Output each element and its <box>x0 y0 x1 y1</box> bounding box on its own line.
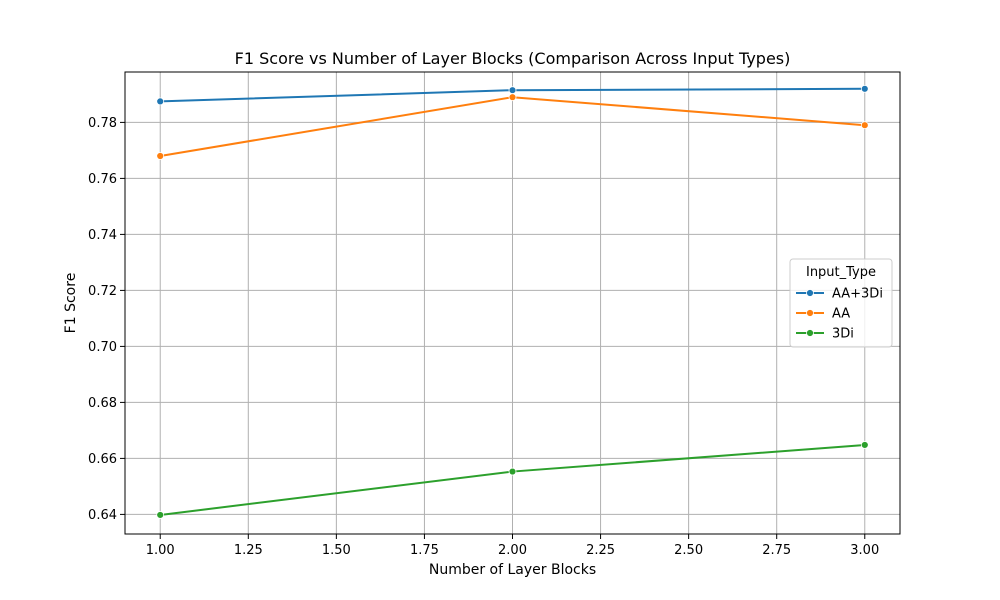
y-tick-label: 0.74 <box>88 228 117 243</box>
legend-marker-aa-3di <box>806 289 814 297</box>
data-point-3di <box>156 511 165 519</box>
legend-label-aa: AA <box>832 307 850 322</box>
data-point-aa-3di <box>860 84 869 93</box>
x-tick-label: 2.75 <box>762 543 791 558</box>
legend-marker-aa <box>806 309 814 317</box>
x-tick-label: 1.50 <box>322 543 351 558</box>
legend-items: AA+3Di AA 3Di <box>796 287 883 342</box>
chart-title: F1 Score vs Number of Layer Blocks (Comp… <box>235 49 791 68</box>
x-tick-label: 2.00 <box>498 543 527 558</box>
data-point-3di <box>860 441 869 449</box>
legend-label-aa-3di: AA+3Di <box>832 287 883 302</box>
y-tick-label: 0.76 <box>88 172 117 187</box>
x-tick-label: 1.75 <box>410 543 439 558</box>
x-tick-label: 1.00 <box>146 543 175 558</box>
legend-box <box>789 258 893 348</box>
x-tick-label: 2.50 <box>674 543 703 558</box>
data-point-aa <box>508 93 517 102</box>
y-tick-label: 0.70 <box>88 340 117 355</box>
axis-ticks: 1.00 1.25 1.50 1.75 2.00 2.25 2.50 2.75 3.00 0.64… <box>88 116 879 558</box>
y-tick-label: 0.68 <box>88 396 117 411</box>
y-tick-label: 0.72 <box>88 284 117 299</box>
x-tick-label: 2.25 <box>586 543 615 558</box>
grid <box>125 72 900 534</box>
y-tick-label: 0.64 <box>88 508 117 523</box>
data-point-aa-3di <box>156 97 165 106</box>
y-axis-label: F1 Score <box>63 273 79 334</box>
x-axis-label: Number of Layer Blocks <box>429 562 596 578</box>
legend-title: Input_Type <box>806 265 876 280</box>
x-tick-label: 1.25 <box>234 543 263 558</box>
data-point-3di <box>508 467 517 476</box>
data-point-aa <box>860 121 869 130</box>
legend-marker-3di <box>806 329 814 337</box>
y-tick-label: 0.78 <box>88 116 117 131</box>
x-tick-label: 3.00 <box>850 543 879 558</box>
y-tick-label: 0.66 <box>88 452 117 467</box>
legend: Input_Type AA+3Di AA 3Di <box>789 258 893 348</box>
series-layer <box>156 84 869 519</box>
data-point-aa-3di <box>508 86 517 95</box>
data-point-aa <box>156 152 165 160</box>
legend-label-3di: 3Di <box>832 327 854 342</box>
